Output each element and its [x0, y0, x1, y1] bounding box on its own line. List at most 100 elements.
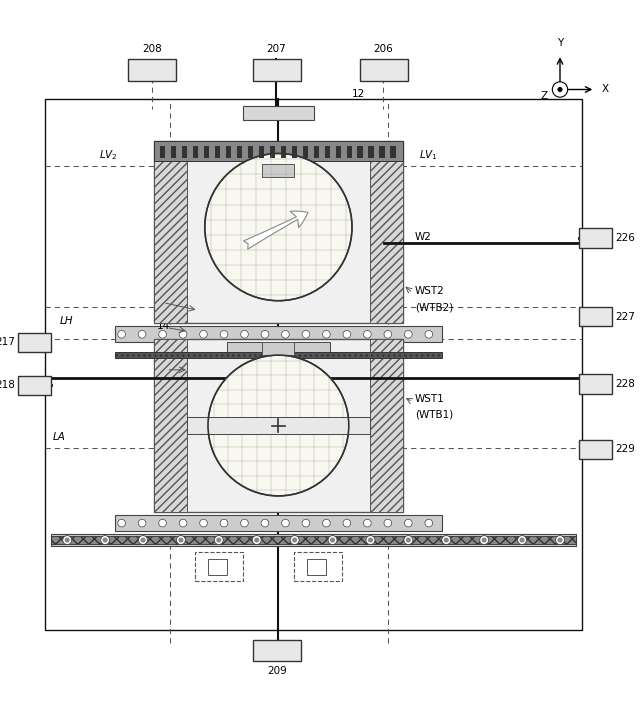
Text: LH: LH [60, 315, 73, 325]
Circle shape [292, 537, 297, 543]
Bar [579, 228, 612, 247]
Bar [292, 147, 297, 158]
Text: 12: 12 [352, 89, 365, 99]
Circle shape [208, 355, 349, 496]
Circle shape [159, 330, 166, 338]
Circle shape [404, 536, 413, 544]
Circle shape [138, 536, 147, 544]
Circle shape [406, 537, 411, 543]
Circle shape [140, 537, 145, 543]
Bar [253, 59, 301, 80]
Bar [370, 339, 403, 512]
Bar [243, 106, 314, 119]
Circle shape [138, 330, 146, 338]
Bar [248, 147, 253, 158]
Circle shape [556, 536, 564, 544]
Circle shape [302, 330, 310, 338]
Bar [51, 536, 576, 544]
Text: LA: LA [52, 432, 65, 442]
Circle shape [518, 536, 527, 544]
Bar [154, 339, 187, 512]
Bar [335, 147, 340, 158]
Circle shape [343, 330, 351, 338]
Bar [262, 164, 294, 177]
Circle shape [290, 536, 299, 544]
Bar [187, 417, 370, 434]
Circle shape [241, 330, 248, 338]
Circle shape [368, 537, 373, 543]
Bar [579, 375, 612, 393]
Bar [346, 147, 351, 158]
Text: 226: 226 [616, 233, 636, 243]
Bar [154, 141, 403, 161]
Bar [380, 147, 385, 158]
Circle shape [482, 537, 487, 543]
Bar [294, 552, 342, 581]
Text: (WTB1): (WTB1) [415, 410, 453, 419]
Circle shape [241, 519, 248, 527]
Bar [208, 559, 227, 575]
Text: Y: Y [557, 38, 563, 48]
Bar [370, 141, 403, 323]
Text: X: X [602, 85, 609, 95]
Bar [160, 147, 165, 158]
Text: 209: 209 [267, 666, 287, 676]
Text: 207: 207 [267, 44, 286, 54]
Bar [253, 640, 301, 661]
Circle shape [404, 519, 412, 527]
Text: 228: 228 [616, 379, 636, 389]
Circle shape [261, 519, 269, 527]
Bar [115, 326, 442, 342]
Bar [154, 141, 187, 323]
Bar [115, 515, 442, 531]
Circle shape [179, 537, 184, 543]
Text: LV$_1$: LV$_1$ [419, 148, 438, 163]
Text: WST2: WST2 [415, 286, 444, 296]
Circle shape [425, 519, 433, 527]
Text: LV$_2$: LV$_2$ [99, 148, 118, 163]
Circle shape [118, 330, 125, 338]
Circle shape [205, 153, 352, 301]
Text: WST1: WST1 [415, 393, 444, 403]
Bar [390, 147, 396, 158]
Bar [360, 59, 408, 80]
Bar [324, 147, 330, 158]
Text: Z: Z [540, 91, 547, 101]
Bar [307, 559, 326, 575]
Bar [237, 147, 242, 158]
Bar [369, 147, 374, 158]
Circle shape [328, 536, 337, 544]
Bar [579, 440, 612, 459]
Bar [227, 342, 330, 355]
Circle shape [425, 330, 433, 338]
Bar [259, 147, 264, 158]
Text: 218: 218 [0, 380, 15, 390]
Circle shape [177, 536, 186, 544]
Circle shape [384, 519, 392, 527]
Circle shape [220, 330, 228, 338]
Circle shape [444, 537, 449, 543]
Text: 217: 217 [0, 338, 15, 347]
Circle shape [100, 536, 109, 544]
Bar [193, 147, 198, 158]
Bar [204, 147, 209, 158]
Bar [303, 147, 308, 158]
Circle shape [200, 330, 207, 338]
Circle shape [404, 330, 412, 338]
Bar [281, 147, 286, 158]
Circle shape [118, 519, 125, 527]
Circle shape [323, 330, 330, 338]
Circle shape [214, 536, 223, 544]
Bar [45, 99, 582, 630]
Bar [269, 147, 275, 158]
Text: LV$_0$: LV$_0$ [154, 291, 173, 304]
Bar [18, 333, 51, 352]
Bar [182, 147, 187, 158]
Bar [171, 147, 176, 158]
Bar [18, 375, 51, 395]
Circle shape [282, 519, 289, 527]
Circle shape [159, 519, 166, 527]
Circle shape [442, 536, 451, 544]
Text: 14: 14 [157, 321, 170, 331]
Bar [579, 307, 612, 326]
